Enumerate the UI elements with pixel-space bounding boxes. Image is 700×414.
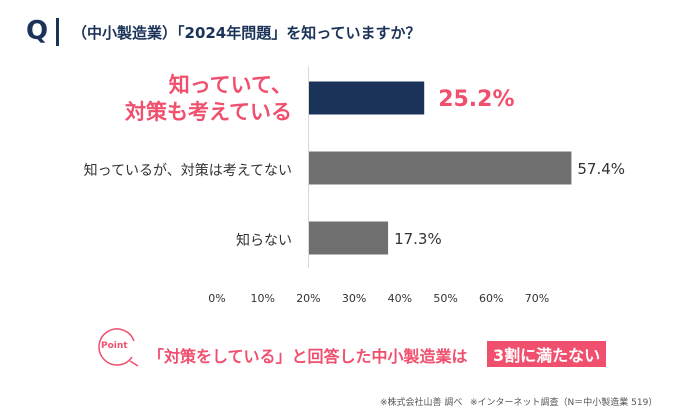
x-tick-6: 60% xyxy=(479,292,503,305)
footnote-source: ※株式会社山善 調べ xyxy=(380,398,463,408)
bar-1 xyxy=(309,151,572,185)
question-title: （中小製造業）「2024年問題」を知っていますか？ xyxy=(72,24,421,42)
category-label-1: 知っているが、対策は考えてない xyxy=(83,163,292,179)
bar-2 xyxy=(309,221,389,255)
x-tick-1: 10% xyxy=(250,292,274,305)
category-label-0: 知っていて、 対策も考えている xyxy=(125,72,292,126)
point-statement: 「対策をしている」と回答した中小製造業は xyxy=(148,347,468,366)
question-mark-q: Q xyxy=(26,16,49,46)
point-badge-icon xyxy=(98,328,139,367)
value-label-2: 17.3% xyxy=(394,230,442,248)
x-tick-5: 50% xyxy=(433,292,457,305)
bar-0 xyxy=(309,81,425,115)
category-label-0-line-2: 対策も考えている xyxy=(125,100,292,124)
x-tick-7: 70% xyxy=(525,292,549,305)
x-tick-4: 40% xyxy=(388,292,412,305)
value-label-1: 57.4% xyxy=(577,160,625,178)
point-badge-label: Point xyxy=(101,341,128,351)
footnote-survey: ※インターネット調査（N＝中小製造業 519） xyxy=(470,398,658,408)
point-highlight: 3割に満たない xyxy=(487,341,607,367)
category-axis-line xyxy=(308,66,309,268)
value-label-0: 25.2% xyxy=(438,87,514,112)
category-label-0-line-1: 知っていて、 xyxy=(168,73,292,97)
question-divider xyxy=(56,18,59,46)
x-tick-2: 20% xyxy=(296,292,320,305)
x-tick-3: 30% xyxy=(342,292,366,305)
category-label-2: 知らない xyxy=(236,233,292,249)
x-tick-0: 0% xyxy=(208,292,225,305)
